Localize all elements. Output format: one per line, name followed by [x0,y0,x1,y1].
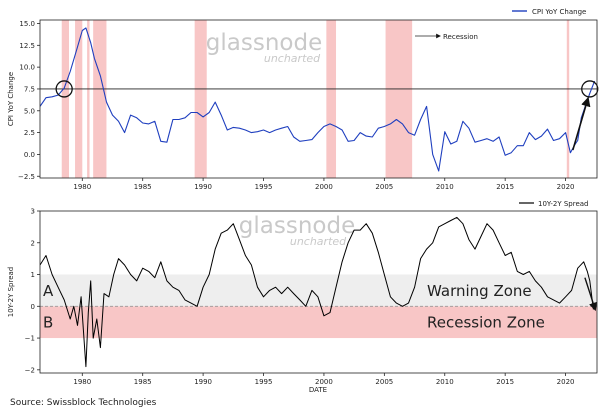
recession-label: Recession [443,33,478,41]
recession-band [87,20,90,178]
cpi-xtick-label: 1990 [194,183,212,191]
spread-ytick-label: 0 [31,303,35,311]
cpi-xtick-label: 2015 [496,183,514,191]
cpi-y-axis: −2.5 0.0 2.5 5.0 7.5 10.0 12.5 15.0 [18,20,40,181]
spread-ytick-label: 3 [31,208,35,216]
source-note: Source: Swissblock Technologies [10,398,157,408]
zone-band [40,306,597,339]
spread-series-line [40,216,594,368]
cpi-axes-frame [39,19,598,179]
cpi-xtick-label: 1995 [255,183,273,191]
spread-watermark-main: glassnode [239,213,355,239]
recession-band [326,20,337,178]
recession-band [75,20,83,178]
recession-band [566,20,570,178]
cpi-ytick-label: 15.0 [19,20,35,28]
cpi-ytick-label: 2.5 [24,129,35,137]
spread-trend-arrow [584,277,598,312]
cpi-xtick-label: 1980 [73,183,91,191]
cpi-y-axis-label: CPI YoY Change [7,72,15,126]
spread-legend: 10Y-2Y Spread [519,200,588,208]
cpi-xtick-label: 2020 [557,183,575,191]
cpi-xtick-label: 2005 [375,183,393,191]
recession-band [61,20,69,178]
recession-legend: Recession [415,33,478,41]
spread-zones [40,274,597,339]
recession-band [93,20,107,178]
spread-watermark: glassnode uncharted [239,213,355,248]
spread-legend-label: 10Y-2Y Spread [538,200,588,208]
recession-band [385,20,413,178]
spread-ytick-label: −2 [25,366,35,374]
spread-ytick-label: 1 [31,271,35,279]
zone-label: Recession Zone [427,314,545,332]
cpi-ytick-label: 7.5 [24,85,35,93]
cpi-ytick-label: 0.0 [24,151,35,159]
spread-y-axis-label: 10Y-2Y Spread [7,267,15,317]
spread-xtick-label: 2010 [436,378,454,386]
cpi-watermark: glassnode uncharted [206,30,322,65]
cpi-xtick-label: 2000 [315,183,333,191]
spread-xtick-label: 1980 [73,378,91,386]
spread-annotations: A Warning Zone B Recession Zone [43,277,598,332]
cpi-ytick-label: 10.0 [19,64,35,72]
spread-xtick-label: 1995 [255,378,273,386]
cpi-legend-label: CPI YoY Change [532,8,586,16]
cpi-xtick-label: 1985 [134,183,152,191]
spread-x-axis: 1980 1985 1990 1995 2000 2005 2010 2015 2020 [73,373,574,386]
cpi-watermark-sub: uncharted [264,52,321,65]
zone-label: Warning Zone [427,282,532,300]
cpi-ytick-label: −2.5 [18,173,35,181]
spread-axes-frame [39,210,598,374]
zone-letter: A [43,282,54,300]
cpi-circle-1978 [55,80,73,98]
spread-y-axis: −2 −1 0 1 2 3 [25,208,40,374]
cpi-legend: CPI YoY Change [512,8,586,16]
spread-xtick-label: 1985 [134,378,152,386]
spread-plot-area [40,216,594,368]
cpi-series-line [40,27,596,172]
spread-xtick-label: 2020 [557,378,575,386]
cpi-recession-bands [61,20,570,178]
cpi-trend-arrow [572,96,591,151]
cpi-annotations [55,80,599,151]
cpi-xtick-label: 2010 [436,183,454,191]
spread-xtick-label: 2015 [496,378,514,386]
cpi-ytick-label: 12.5 [19,42,35,50]
spread-xtick-label: 2005 [375,378,393,386]
cpi-plot-area [40,27,596,172]
spread-ytick-label: 2 [31,239,35,247]
spread-ytick-label: −1 [25,335,35,343]
cpi-watermark-main: glassnode [206,30,322,56]
zone-letter: B [43,314,53,332]
spread-x-axis-label: DATE [309,386,327,394]
recession-band [194,20,207,178]
spread-watermark-sub: uncharted [290,235,347,248]
cpi-x-axis: 1980 1985 1990 1995 2000 2005 2010 2015 2020 [73,178,574,191]
spread-xtick-label: 2000 [315,378,333,386]
cpi-ytick-label: 5.0 [24,107,35,115]
spread-xtick-label: 1990 [194,378,212,386]
zone-band [40,274,597,307]
